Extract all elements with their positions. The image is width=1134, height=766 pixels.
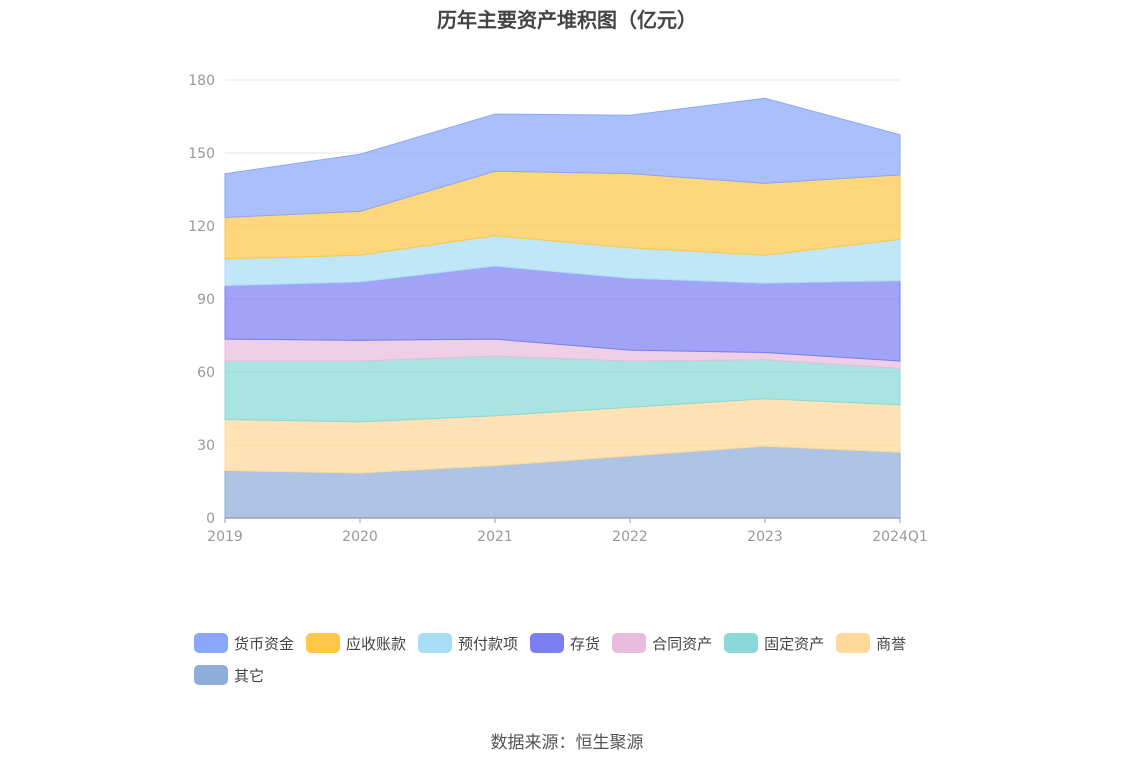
source-note: 数据来源：恒生聚源 <box>490 733 644 753</box>
legend-label: 货币资金 <box>234 634 295 653</box>
legend-swatch <box>530 633 565 653</box>
x-tick-label: 2020 <box>342 529 378 545</box>
y-tick-label: 150 <box>188 146 215 162</box>
legend-swatch <box>724 633 759 653</box>
chart-plot: 0 30 60 90 120 150 180 2019 2020 2021 2022 2023 202… <box>188 73 928 545</box>
x-tick-label: 2019 <box>207 529 243 545</box>
legend-item[interactable]: 存货 <box>530 632 600 654</box>
legend: 货币资金 应收账款 预付款项 存货 合同资产 固定资产 商誉其它 <box>194 632 954 696</box>
legend-item[interactable]: 其它 <box>194 664 264 686</box>
legend-label: 固定资产 <box>764 634 825 653</box>
y-tick-label: 120 <box>188 219 215 235</box>
x-tick-label: 2022 <box>612 529 648 545</box>
legend-item[interactable]: 商誉 <box>836 632 906 654</box>
y-tick-labels: 0 30 60 90 120 150 180 <box>188 73 215 527</box>
legend-label: 应收账款 <box>346 634 407 653</box>
area-货币资金 <box>224 97 901 219</box>
legend-swatch <box>836 633 871 653</box>
legend-label: 商誉 <box>876 634 907 653</box>
legend-label: 存货 <box>570 634 601 653</box>
legend-label: 预付款项 <box>458 634 519 653</box>
y-tick-label: 0 <box>206 511 215 527</box>
x-tick-label: 2021 <box>477 529 513 545</box>
x-tick-labels: 2019 2020 2021 2022 2023 2024Q1 <box>207 529 928 545</box>
legend-item[interactable]: 预付款项 <box>418 632 518 654</box>
legend-swatch <box>194 665 228 685</box>
legend-item[interactable]: 应收账款 <box>306 632 406 654</box>
legend-label: 其它 <box>234 666 265 685</box>
legend-item[interactable]: 固定资产 <box>724 632 824 654</box>
y-tick-label: 180 <box>188 73 215 89</box>
x-tick-label: 2023 <box>747 529 783 545</box>
legend-swatch <box>612 633 647 653</box>
y-tick-label: 30 <box>197 438 215 454</box>
legend-swatch <box>418 633 453 653</box>
area-series <box>224 97 901 519</box>
chart-title: 历年主要资产堆积图（亿元） <box>437 8 697 32</box>
axes <box>224 517 901 523</box>
y-tick-label: 60 <box>197 365 215 381</box>
legend-label: 合同资产 <box>652 634 713 653</box>
x-tick-label: 2024Q1 <box>872 529 928 545</box>
legend-swatch <box>194 633 228 653</box>
legend-item[interactable]: 合同资产 <box>612 632 712 654</box>
y-tick-label: 90 <box>197 292 215 308</box>
legend-item[interactable]: 货币资金 <box>194 632 294 654</box>
legend-swatch <box>306 633 341 653</box>
